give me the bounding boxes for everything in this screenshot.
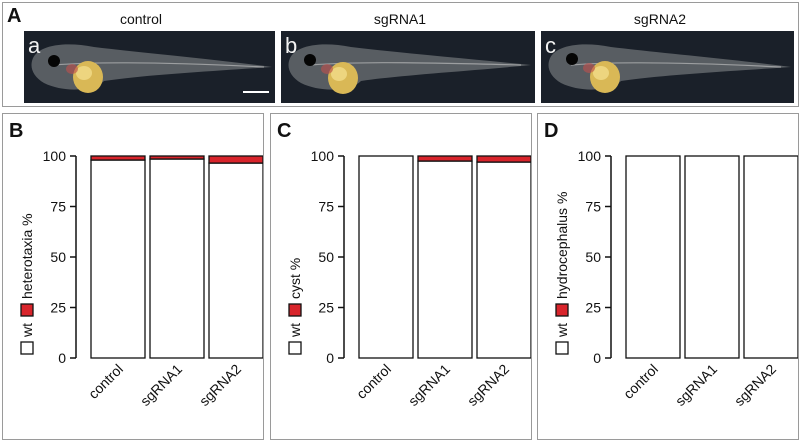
x-tick-label: sgRNA2 bbox=[731, 361, 779, 409]
y-axis-label: wt heterotaxia % bbox=[19, 213, 35, 355]
legend-wt-swatch bbox=[555, 341, 569, 355]
y-tick-label: 0 bbox=[326, 350, 334, 366]
y-tick-label: 25 bbox=[50, 300, 66, 316]
panel-label-c: C bbox=[277, 120, 292, 142]
image-sublabel-a: a bbox=[28, 33, 41, 58]
bar-cyst-sgRNA1 bbox=[417, 155, 473, 162]
bar-heterotaxia-control bbox=[90, 155, 146, 161]
x-tick-label: sgRNA1 bbox=[405, 361, 453, 409]
bar-cyst-sgRNA2 bbox=[476, 155, 531, 163]
legend-phenotype-label: heterotaxia % bbox=[19, 213, 35, 299]
image-sublabel-b: b bbox=[285, 33, 298, 58]
y-tick-label: 75 bbox=[318, 199, 334, 215]
panel-label-b: B bbox=[9, 120, 24, 142]
legend-phenotype-swatch bbox=[20, 303, 34, 317]
bar-heterotaxia-sgRNA1 bbox=[149, 155, 205, 160]
bar-wt-sgRNA2 bbox=[208, 162, 263, 359]
legend-phenotype-swatch bbox=[288, 303, 302, 317]
y-axis-label: wt hydrocephalus % bbox=[554, 192, 570, 355]
y-axis-label: wt cyst % bbox=[287, 258, 303, 355]
bar-wt-sgRNA1 bbox=[417, 160, 473, 359]
legend-wt-swatch bbox=[288, 341, 302, 355]
tadpole-picture bbox=[548, 44, 791, 93]
legend-wt-label: wt bbox=[287, 323, 303, 338]
y-tick-label: 0 bbox=[593, 350, 601, 366]
y-tick-label: 25 bbox=[318, 300, 334, 316]
image-title-control: control bbox=[119, 11, 163, 27]
x-tick-label: sgRNA1 bbox=[672, 361, 720, 409]
y-tick-label: 50 bbox=[50, 249, 66, 265]
y-tick-label: 100 bbox=[311, 148, 335, 164]
legend-phenotype-label: cyst % bbox=[287, 258, 303, 299]
legend-wt-swatch bbox=[20, 341, 34, 355]
x-tick-label: control bbox=[620, 361, 661, 402]
tadpole-picture bbox=[31, 44, 272, 93]
larva-image-sgrna2: c bbox=[541, 31, 794, 103]
bar-wt-sgRNA1 bbox=[149, 158, 205, 359]
panel-label-a: A bbox=[7, 5, 22, 27]
y-tick-label: 100 bbox=[578, 148, 602, 164]
panel-a: A control sgRNA1 sgRNA2 a b bbox=[2, 2, 799, 107]
larva-image-control: a bbox=[24, 31, 275, 103]
panel-c: C 0 25 50 75 100 control sgRNA1 sgRNA2 wt cyst % bbox=[270, 113, 532, 440]
y-tick-label: 75 bbox=[50, 199, 66, 215]
y-tick-label: 0 bbox=[58, 350, 66, 366]
image-sublabel-c: c bbox=[545, 33, 556, 58]
panel-label-d: D bbox=[544, 120, 559, 142]
y-tick-label: 50 bbox=[585, 249, 601, 265]
x-tick-label: sgRNA1 bbox=[137, 361, 185, 409]
x-tick-label: control bbox=[85, 361, 126, 402]
heterotaxia-chart: 0 25 50 75 100 control sgRNA1 sgRNA2 wt heterotax… bbox=[19, 148, 263, 409]
image-title-sgrna2: sgRNA2 bbox=[633, 11, 687, 27]
y-tick-label: 100 bbox=[43, 148, 67, 164]
bar-wt-control bbox=[90, 159, 146, 359]
image-title-sgrna1: sgRNA1 bbox=[373, 11, 427, 27]
cyst-chart: 0 25 50 75 100 control sgRNA1 sgRNA2 wt cyst % bbox=[287, 148, 531, 409]
panel-d: D 0 25 50 75 100 control sgRNA1 sgRNA2 wt hydroce… bbox=[537, 113, 799, 440]
tadpole-picture bbox=[288, 44, 531, 94]
bar-wt-control bbox=[358, 155, 414, 359]
x-tick-label: sgRNA2 bbox=[196, 361, 244, 409]
y-tick-label: 25 bbox=[585, 300, 601, 316]
legend-wt-label: wt bbox=[554, 323, 570, 338]
legend-phenotype-swatch bbox=[555, 303, 569, 317]
legend-wt-label: wt bbox=[19, 323, 35, 338]
hydrocephalus-chart: 0 25 50 75 100 control sgRNA1 sgRNA2 wt hydroceph… bbox=[554, 148, 798, 409]
larva-image-sgrna1: b bbox=[281, 31, 535, 103]
panel-b: B 0 25 50 75 100 control sgRNA1 sgRNA2 wt heterot… bbox=[2, 113, 264, 440]
y-tick-label: 50 bbox=[318, 249, 334, 265]
y-tick-label: 75 bbox=[585, 199, 601, 215]
x-tick-label: control bbox=[353, 361, 394, 402]
bar-wt-sgRNA2 bbox=[476, 161, 531, 359]
bar-wt-sgRNA2 bbox=[743, 155, 798, 359]
bar-wt-sgRNA1 bbox=[684, 155, 740, 359]
x-tick-label: sgRNA2 bbox=[464, 361, 512, 409]
legend-phenotype-label: hydrocephalus % bbox=[554, 192, 570, 299]
bar-wt-control bbox=[625, 155, 681, 359]
bar-heterotaxia-sgRNA2 bbox=[208, 155, 263, 164]
